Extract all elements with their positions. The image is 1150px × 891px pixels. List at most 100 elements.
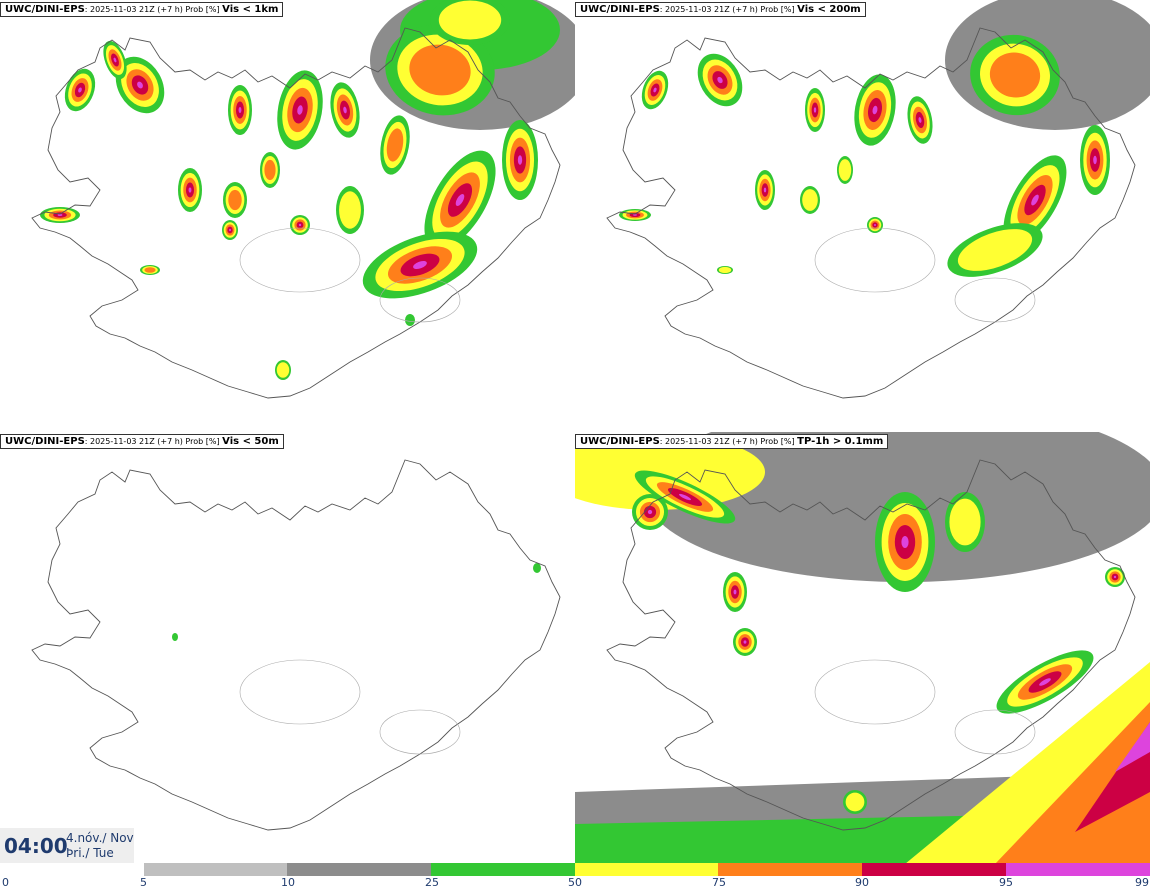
probability-blob xyxy=(223,182,247,218)
probability-blob xyxy=(800,186,820,214)
glacier-outline xyxy=(239,227,361,293)
probability-blob xyxy=(172,633,178,641)
panel-title: UWC/DINI-EPS: 2025-11-03 21Z (+7 h) Prob… xyxy=(575,434,889,449)
colorbar-label: 10 xyxy=(281,876,295,889)
probability-blob xyxy=(260,152,280,188)
probability-blob xyxy=(854,74,896,146)
panel-title: UWC/DINI-EPS: 2025-11-03 21Z (+7 h) Prob… xyxy=(0,434,284,449)
colorbar-segment-75-90 xyxy=(718,863,862,876)
probability-blob xyxy=(947,223,1043,277)
glacier-outline xyxy=(239,659,361,725)
probability-field xyxy=(995,702,1150,864)
map-canvas xyxy=(606,0,1150,399)
probability-blob xyxy=(330,82,360,138)
colorbar-label: 0 xyxy=(2,876,9,889)
run-info: : 2025-11-03 21Z (+7 h) Prob [%] xyxy=(659,5,798,14)
probability-blob xyxy=(533,563,541,573)
probability-blob xyxy=(875,492,935,592)
colorbar-segment-10-25 xyxy=(287,863,431,876)
probability-blob xyxy=(867,217,883,233)
variable-name: Vis < 200m xyxy=(797,4,861,15)
probability-blob xyxy=(1105,567,1125,587)
probability-blob xyxy=(805,88,825,132)
colorbar-segment-25-50 xyxy=(431,863,575,876)
colorbar-label: 90 xyxy=(855,876,869,889)
valid-hour: 04:00 xyxy=(4,834,68,858)
variable-name: Vis < 50m xyxy=(222,436,279,447)
iceland-coastline xyxy=(31,27,561,399)
probability-colorbar xyxy=(144,863,1150,876)
colorbar-label: 75 xyxy=(712,876,726,889)
colorbar-segment-90-95 xyxy=(862,863,1006,876)
panel-title: UWC/DINI-EPS: 2025-11-03 21Z (+7 h) Prob… xyxy=(575,2,866,17)
glacier-outline xyxy=(954,709,1036,755)
run-info: : 2025-11-03 21Z (+7 h) Prob [%] xyxy=(84,5,223,14)
model-name: UWC/DINI-EPS xyxy=(5,436,85,447)
map-panel-vis-1km: UWC/DINI-EPS: 2025-11-03 21Z (+7 h) Prob… xyxy=(0,0,575,432)
iceland-coastline xyxy=(606,459,1136,831)
map-canvas xyxy=(31,459,561,831)
probability-blob xyxy=(1003,155,1067,245)
glacier-outline xyxy=(379,277,461,323)
model-name: UWC/DINI-EPS xyxy=(580,436,660,447)
probability-blob xyxy=(907,96,933,144)
probability-blob xyxy=(502,120,538,200)
probability-blob xyxy=(385,24,495,116)
probability-blob xyxy=(632,494,668,530)
colorbar-segment-50-75 xyxy=(575,863,718,876)
colorbar-label: 50 xyxy=(568,876,582,889)
probability-blob xyxy=(996,650,1094,714)
probability-blob xyxy=(336,186,364,234)
probability-field xyxy=(1115,722,1150,772)
probability-blob xyxy=(697,53,743,107)
colorbar-label: 5 xyxy=(140,876,147,889)
probability-blob xyxy=(619,209,651,221)
probability-blob xyxy=(641,70,669,110)
map-canvas xyxy=(575,432,1150,864)
probability-blob xyxy=(178,168,202,212)
run-info: : 2025-11-03 21Z (+7 h) Prob [%] xyxy=(84,437,223,446)
probability-blob xyxy=(733,628,757,656)
probability-blob xyxy=(945,492,985,552)
panel-title: UWC/DINI-EPS: 2025-11-03 21Z (+7 h) Prob… xyxy=(0,2,284,17)
probability-blob xyxy=(843,790,867,814)
probability-blob xyxy=(430,0,510,45)
probability-blob xyxy=(290,215,310,235)
probability-blob xyxy=(103,40,127,80)
model-name: UWC/DINI-EPS xyxy=(580,4,660,15)
probability-blob xyxy=(405,314,415,326)
probability-blob xyxy=(275,360,291,380)
valid-time-box: 04:00 4.nóv./ Nov Þri./ Tue xyxy=(0,828,134,863)
glacier-outline xyxy=(379,709,461,755)
map-canvas xyxy=(31,0,575,399)
colorbar-segment-95-99 xyxy=(1006,863,1150,876)
probability-field xyxy=(575,434,765,510)
probability-blob xyxy=(115,56,165,114)
probability-blob xyxy=(228,85,252,135)
probability-blob xyxy=(277,70,323,150)
probability-blob xyxy=(424,150,496,250)
glacier-outline xyxy=(814,227,936,293)
probability-blob xyxy=(222,220,238,240)
probability-blob xyxy=(40,207,80,223)
glacier-outline xyxy=(954,277,1036,323)
iceland-coastline xyxy=(606,27,1136,399)
probability-blob xyxy=(837,156,853,184)
probability-blob xyxy=(755,170,775,210)
probability-blob xyxy=(64,68,96,112)
valid-date: 4.nóv./ Nov xyxy=(66,831,134,845)
map-panel-precip: UWC/DINI-EPS: 2025-11-03 21Z (+7 h) Prob… xyxy=(575,432,1150,864)
colorbar-label: 99 xyxy=(1135,876,1149,889)
probability-blob xyxy=(140,265,160,275)
probability-blob xyxy=(717,266,733,274)
colorbar-label: 25 xyxy=(425,876,439,889)
map-panel-vis-50m: UWC/DINI-EPS: 2025-11-03 21Z (+7 h) Prob… xyxy=(0,432,575,864)
model-name: UWC/DINI-EPS xyxy=(5,4,85,15)
glacier-outline xyxy=(814,659,936,725)
probability-blob xyxy=(634,470,736,524)
iceland-coastline xyxy=(31,459,561,831)
probability-blob xyxy=(380,115,410,175)
valid-weekday: Þri./ Tue xyxy=(66,846,114,860)
run-info: : 2025-11-03 21Z (+7 h) Prob [%] xyxy=(659,437,798,446)
colorbar-label: 95 xyxy=(999,876,1013,889)
